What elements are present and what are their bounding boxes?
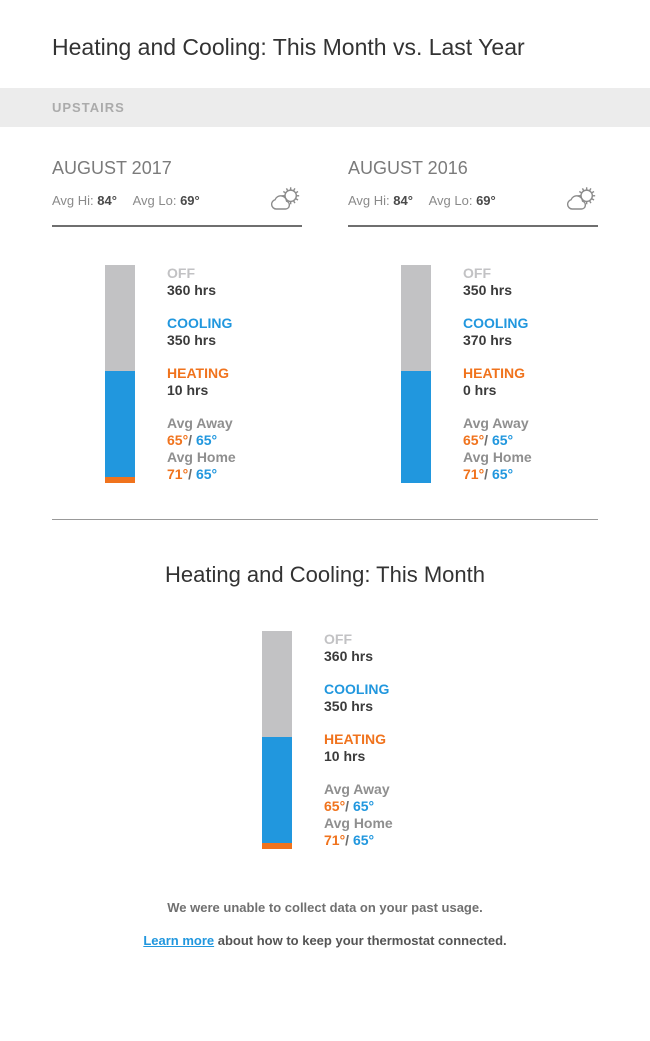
avg-hi-value: 84° — [393, 192, 413, 208]
legend-cooling: COOLING 350 hrs — [167, 315, 236, 349]
bar-segment-off — [105, 265, 135, 371]
avg-temps: Avg Hi: 84° Avg Lo: 69° — [348, 193, 496, 208]
off-hours: 360 hrs — [167, 282, 217, 298]
bar-segment-off — [262, 631, 292, 737]
heating-hours: 0 hrs — [463, 382, 497, 398]
avg-away-values: 65°/ 65° — [463, 432, 514, 448]
legend-cooling: COOLING 370 hrs — [463, 315, 532, 349]
legend-heating: HEATING 10 hrs — [167, 365, 236, 399]
month-column-2017: AUGUST 2017 Avg Hi: 84° Avg Lo: 69° — [52, 158, 302, 483]
avg-setpoints: Avg Away 65°/ 65° Avg Home 71°/ 65° — [167, 415, 236, 483]
avg-home-values: 71°/ 65° — [167, 466, 218, 482]
avg-home-values: 71°/ 65° — [463, 466, 514, 482]
weather-stats-row: Avg Hi: 84° Avg Lo: 69° — [348, 185, 598, 215]
column-divider — [52, 225, 302, 227]
cooling-label: COOLING — [324, 681, 390, 697]
month-title: AUGUST 2017 — [52, 158, 172, 178]
legend-cooling: COOLING 350 hrs — [324, 681, 393, 715]
avg-home-label: Avg Home — [463, 449, 532, 465]
avg-setpoints: Avg Away 65°/ 65° Avg Home 71°/ 65° — [463, 415, 532, 483]
comparison-columns: AUGUST 2017 Avg Hi: 84° Avg Lo: 69° — [0, 127, 650, 483]
avg-hi-label: Avg Hi: — [52, 192, 94, 208]
usage-bar — [401, 265, 431, 483]
weather-stats-row: Avg Hi: 84° Avg Lo: 69° — [52, 185, 302, 215]
this-month-title: Heating and Cooling: This Month — [164, 562, 485, 587]
partly-cloudy-icon — [270, 186, 300, 210]
avg-away-label: Avg Away — [463, 415, 529, 431]
bar-segment-cooling — [105, 371, 135, 477]
off-hours: 360 hrs — [324, 648, 374, 664]
cooling-hours: 350 hrs — [167, 332, 217, 348]
heating-label: HEATING — [324, 731, 386, 747]
avg-lo-value: 69° — [476, 192, 496, 208]
usage-chart-this-month: OFF 360 hrs COOLING 350 hrs HEATING 10 h… — [262, 631, 650, 849]
usage-bar — [105, 265, 135, 483]
usage-chart-2017: OFF 360 hrs COOLING 350 hrs HEATING 10 h… — [52, 265, 302, 483]
section-label: UPSTAIRS — [52, 100, 125, 115]
usage-legend: OFF 350 hrs COOLING 370 hrs HEATING 0 hr… — [463, 265, 532, 483]
off-label: OFF — [324, 631, 352, 647]
usage-legend: OFF 360 hrs COOLING 350 hrs HEATING 10 h… — [324, 631, 393, 849]
month-column-2016: AUGUST 2016 Avg Hi: 84° Avg Lo: 69° — [348, 158, 598, 483]
avg-away-values: 65°/ 65° — [167, 432, 218, 448]
avg-home-label: Avg Home — [324, 815, 393, 831]
heating-hours: 10 hrs — [167, 382, 209, 398]
legend-off: OFF 360 hrs — [324, 631, 393, 665]
cooling-label: COOLING — [463, 315, 529, 331]
avg-away-label: Avg Away — [167, 415, 233, 431]
avg-away-label: Avg Away — [324, 781, 390, 797]
heating-label: HEATING — [167, 365, 229, 381]
cooling-hours: 370 hrs — [463, 332, 513, 348]
avg-temps: Avg Hi: 84° Avg Lo: 69° — [52, 193, 200, 208]
cooling-label: COOLING — [167, 315, 233, 331]
month-title: AUGUST 2016 — [348, 158, 468, 178]
bar-segment-heating — [105, 477, 135, 483]
heating-label: HEATING — [463, 365, 525, 381]
cooling-hours: 350 hrs — [324, 698, 374, 714]
avg-setpoints: Avg Away 65°/ 65° Avg Home 71°/ 65° — [324, 781, 393, 849]
off-label: OFF — [463, 265, 491, 281]
bar-segment-off — [401, 265, 431, 371]
section-divider — [52, 519, 598, 520]
avg-hi-value: 84° — [97, 192, 117, 208]
bar-segment-cooling — [262, 737, 292, 843]
legend-off: OFF 350 hrs — [463, 265, 532, 299]
connection-help-line: Learn more about how to keep your thermo… — [0, 933, 650, 948]
avg-home-label: Avg Home — [167, 449, 236, 465]
connection-help-text: about how to keep your thermostat connec… — [214, 933, 507, 948]
usage-chart-2016: OFF 350 hrs COOLING 370 hrs HEATING 0 hr… — [348, 265, 598, 483]
usage-bar — [262, 631, 292, 849]
bar-segment-cooling — [401, 371, 431, 483]
avg-lo-label: Avg Lo: — [132, 192, 177, 208]
off-label: OFF — [167, 265, 195, 281]
avg-away-values: 65°/ 65° — [324, 798, 375, 814]
partly-cloudy-icon — [566, 186, 596, 210]
avg-lo-value: 69° — [180, 192, 200, 208]
section-header: UPSTAIRS — [0, 88, 650, 127]
heating-hours: 10 hrs — [324, 748, 366, 764]
avg-home-values: 71°/ 65° — [324, 832, 375, 848]
column-divider — [348, 225, 598, 227]
legend-heating: HEATING 0 hrs — [463, 365, 532, 399]
data-collection-notice: We were unable to collect data on your p… — [167, 900, 483, 915]
legend-heating: HEATING 10 hrs — [324, 731, 393, 765]
bar-segment-heating — [262, 843, 292, 849]
off-hours: 350 hrs — [463, 282, 513, 298]
footer: We were unable to collect data on your p… — [0, 900, 650, 948]
page-title: Heating and Cooling: This Month vs. Last… — [52, 34, 525, 60]
legend-off: OFF 360 hrs — [167, 265, 236, 299]
avg-lo-label: Avg Lo: — [428, 192, 473, 208]
avg-hi-label: Avg Hi: — [348, 192, 390, 208]
learn-more-link[interactable]: Learn more — [143, 933, 215, 948]
usage-legend: OFF 360 hrs COOLING 350 hrs HEATING 10 h… — [167, 265, 236, 483]
